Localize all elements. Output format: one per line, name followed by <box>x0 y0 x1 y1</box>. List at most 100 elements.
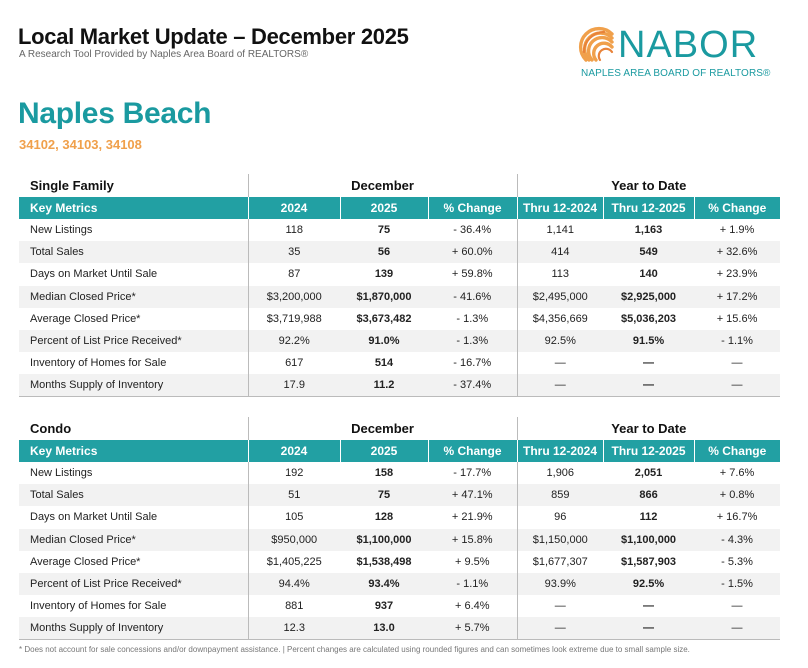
month-2024-cell: 105 <box>247 506 340 529</box>
table-row: Days on Market Until Sale 105 128 + 21.9% 96… <box>19 506 780 529</box>
group-ytd-label: Year to Date <box>516 174 781 197</box>
month-2025-cell: 56 <box>340 241 428 264</box>
column-header: % Change <box>693 197 781 219</box>
month-change-cell: - 1.3% <box>428 329 518 353</box>
table-row: Months Supply of Inventory 17.9 11.2- 37.4… <box>19 374 781 398</box>
table-row: Total Sales 35 56 + 60.0% 414 549 + 32.6% <box>19 241 781 264</box>
ytd-2025-cell: $1,100,000 <box>603 528 695 551</box>
ytd-2024-cell: 859 <box>516 484 604 507</box>
ytd-change-cell: + 15.6% <box>716 312 758 325</box>
nabor-logo: NABOR NAPLES AREA BOARD OF REALTORS® <box>578 24 788 82</box>
table-row: Months Supply of Inventory 12.3 13.0 + 5.7%… <box>19 617 781 641</box>
ytd-2025-cell: 866 <box>603 484 695 507</box>
column-header: % Change <box>693 440 781 462</box>
ytd-2025-cell: 92.5% <box>603 572 695 596</box>
ytd-2025-cell: 2,051 <box>634 467 663 480</box>
metric-name-cell: Months Supply of Inventory <box>19 617 248 641</box>
month-2025-cell: 13.0 <box>340 617 428 641</box>
month-2024-cell: 118 <box>247 219 340 242</box>
metric-name-cell: Total Sales <box>19 241 248 264</box>
month-2024-cell: 51 <box>247 484 340 507</box>
ytd-2024-cell: 113 <box>516 263 604 286</box>
column-header: Thru 12-2025 <box>602 197 695 219</box>
table-row: Inventory of Homes for Sale 617 514 - 16.7%… <box>19 352 780 375</box>
group-ytd-label: Year to Date <box>516 417 781 440</box>
month-2024-cell: $950,000 <box>247 528 340 551</box>
ytd-2024-cell: $1,150,000 <box>516 528 604 551</box>
ytd-2024-cell: 93.9% <box>516 572 604 596</box>
month-change-cell: - 41.6% <box>428 285 518 308</box>
metric-name-cell: New Listings <box>30 467 93 480</box>
column-header: Key Metrics <box>19 197 248 219</box>
table-row: Days on Market Until Sale 87 139 + 59.8% 113… <box>19 263 780 286</box>
ytd-change-cell: - 5.3% <box>721 555 753 568</box>
month-2025-cell: 158 <box>374 467 394 480</box>
ytd-2025-cell: 112 <box>639 511 658 524</box>
ytd-2024-cell: 92.5% <box>516 329 604 353</box>
column-header: % Change <box>427 440 518 462</box>
month-change-cell: - 37.4% <box>428 374 518 398</box>
table-row: Percent of List Price Received* 94.4% 93.4… <box>19 572 781 596</box>
ytd-change-cell: - 1.5% <box>694 572 781 596</box>
group-month-label: December <box>247 174 518 197</box>
month-2025-cell: 514 <box>374 357 394 370</box>
table-row: Average Closed Price* $1,405,225 $1,538,49… <box>19 550 780 573</box>
ytd-change-cell: — <box>694 617 781 641</box>
ytd-2025-cell: — <box>603 617 695 641</box>
ytd-change-cell: + 1.9% <box>719 224 755 237</box>
month-change-cell: - 17.7% <box>453 467 492 480</box>
report-subtitle: A Research Tool Provided by Naples Area … <box>19 49 309 60</box>
month-2024-cell: 94.4% <box>247 572 340 596</box>
column-header: 2024 <box>247 440 340 462</box>
ytd-2024-cell: — <box>516 617 604 641</box>
area-zip-codes: 34102, 34103, 34108 <box>19 137 142 152</box>
ytd-change-cell: — <box>731 357 743 370</box>
single-family-table: Single Family December Year to Date Key … <box>19 174 781 398</box>
table-row: Average Closed Price* $3,719,988 $3,673,48… <box>19 307 780 330</box>
metric-name-cell: Inventory of Homes for Sale <box>30 357 167 370</box>
logo-wordmark: NABOR <box>618 24 759 66</box>
seashell-icon <box>578 26 614 62</box>
ytd-2025-cell: 549 <box>603 241 695 264</box>
ytd-2024-cell: 1,141 <box>516 219 604 242</box>
ytd-change-cell: + 32.6% <box>694 241 781 264</box>
condo-table: Condo December Year to Date Key Metrics … <box>19 417 781 641</box>
metric-name-cell: New Listings <box>30 224 93 237</box>
table-row: Inventory of Homes for Sale 881 937 + 6.4% —… <box>19 595 780 618</box>
ytd-2024-cell: $2,495,000 <box>516 285 604 308</box>
month-change-cell: + 60.0% <box>428 241 518 264</box>
ytd-2024-cell: 414 <box>516 241 604 264</box>
ytd-2025-cell: — <box>643 357 655 370</box>
month-2025-cell: 91.0% <box>340 329 428 353</box>
column-header: Key Metrics <box>19 440 248 462</box>
column-header: Thru 12-2025 <box>602 440 695 462</box>
month-2025-cell: 128 <box>374 511 394 524</box>
column-header: 2025 <box>339 197 428 219</box>
property-type-label: Condo <box>30 421 72 436</box>
month-2025-cell: 75 <box>377 224 391 237</box>
metric-name-cell: Average Closed Price* <box>30 555 141 568</box>
table-row: Total Sales 51 75 + 47.1% 859 866 + 0.8% <box>19 484 781 507</box>
ytd-2024-cell: 1,906 <box>516 462 604 485</box>
report-title: Local Market Update – December 2025 <box>18 24 409 49</box>
month-2024-cell: 92.2% <box>247 329 340 353</box>
column-header: Thru 12-2024 <box>516 197 604 219</box>
ytd-change-cell: — <box>731 600 743 613</box>
month-2025-cell: $3,673,482 <box>356 312 412 325</box>
metric-name-cell: Inventory of Homes for Sale <box>30 600 167 613</box>
ytd-2024-cell: 96 <box>516 506 604 529</box>
month-2025-cell: 75 <box>340 484 428 507</box>
month-2024-cell: 12.3 <box>247 617 340 641</box>
table-row: New Listings 192 158 - 17.7% 1,906 2,051 + 7.6… <box>19 462 780 485</box>
month-change-cell: - 36.4% <box>453 224 492 237</box>
table-group-header: Single Family December Year to Date <box>19 174 781 197</box>
table-row: Percent of List Price Received* 92.2% 91.0… <box>19 329 781 353</box>
month-change-cell: + 5.7% <box>428 617 518 641</box>
metric-name-cell: Days on Market Until Sale <box>30 268 158 281</box>
month-change-cell: + 9.5% <box>454 555 490 568</box>
column-header: % Change <box>427 197 518 219</box>
ytd-2024-cell: $1,677,307 <box>516 550 604 573</box>
table-row: Median Closed Price* $3,200,000 $1,870,000… <box>19 285 781 308</box>
ytd-2025-cell: 1,163 <box>634 224 663 237</box>
month-change-cell: - 1.3% <box>456 312 489 325</box>
